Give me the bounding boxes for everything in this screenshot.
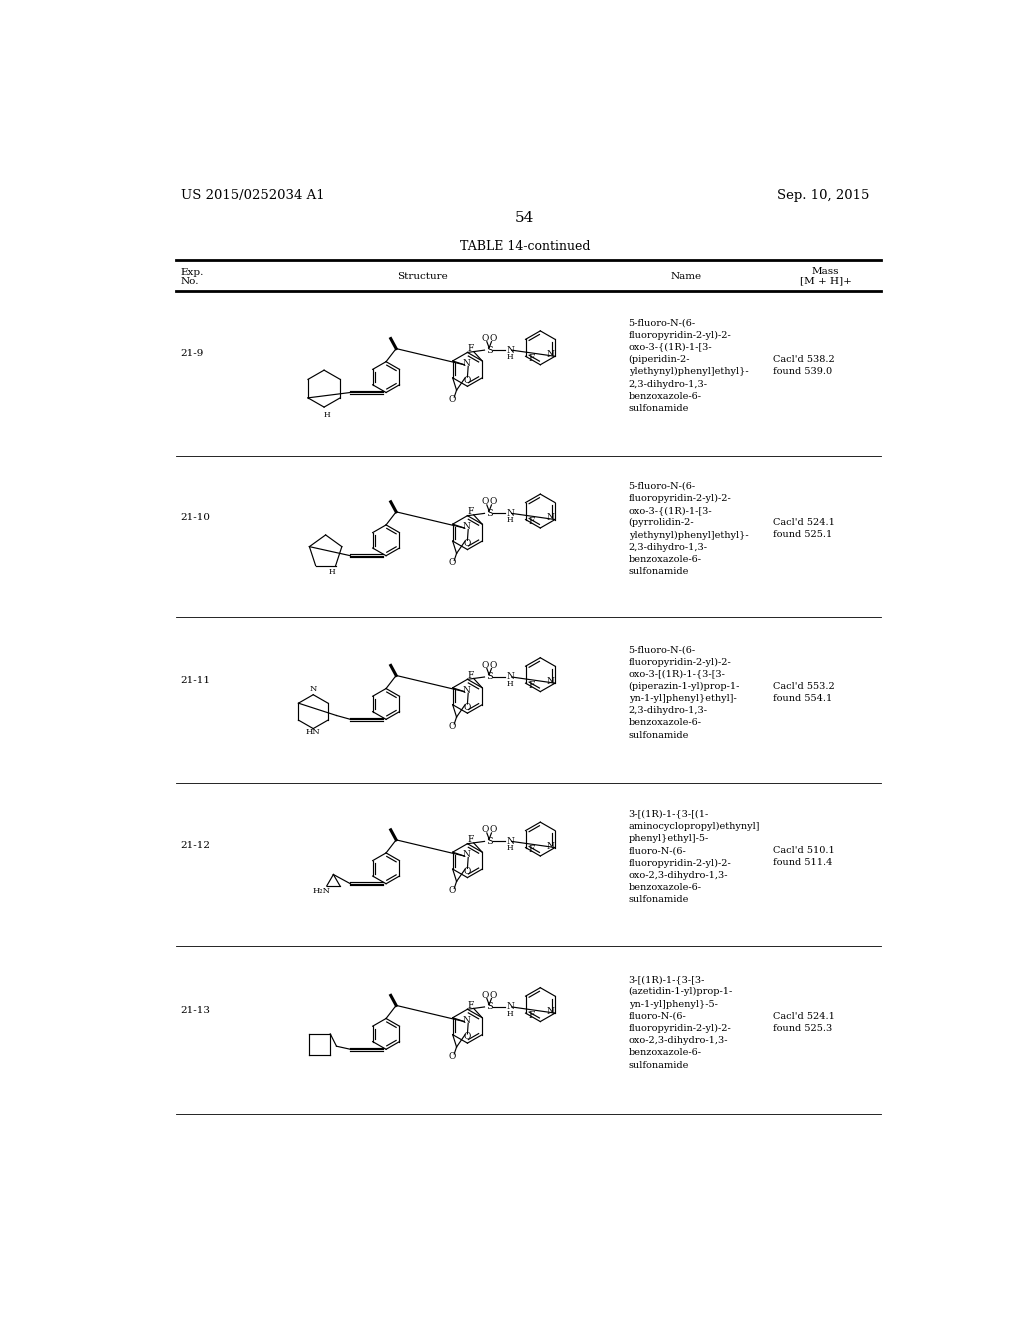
Text: 21-11: 21-11 [180, 676, 211, 685]
Text: N: N [506, 346, 514, 355]
Text: O: O [489, 825, 497, 834]
Text: N: N [506, 672, 514, 681]
Text: 54: 54 [515, 211, 535, 224]
Text: O: O [489, 991, 497, 999]
Text: O: O [464, 867, 471, 876]
Text: O: O [464, 376, 471, 384]
Text: [M + H]+: [M + H]+ [800, 276, 851, 285]
Text: 5-fluoro-N-(6-
fluoropyridin-2-yl)-2-
oxo-3-{(1R)-1-[3-
(pyrrolidin-2-
ylethynyl: 5-fluoro-N-(6- fluoropyridin-2-yl)-2- ox… [629, 482, 749, 576]
Text: F: F [467, 345, 474, 352]
Text: N: N [463, 1015, 471, 1024]
Text: N: N [506, 837, 514, 846]
Text: O: O [464, 702, 471, 711]
Text: H: H [506, 1010, 513, 1018]
Text: O: O [449, 558, 457, 568]
Text: F: F [528, 354, 535, 363]
Text: N: N [547, 513, 554, 523]
Text: O: O [464, 1032, 471, 1041]
Text: S: S [485, 510, 493, 517]
Text: N: N [547, 1007, 554, 1016]
Text: 5-fluoro-N-(6-
fluoropyridin-2-yl)-2-
oxo-3-[(1R)-1-{3-[3-
(piperazin-1-yl)prop-: 5-fluoro-N-(6- fluoropyridin-2-yl)-2- ox… [629, 645, 740, 739]
Text: Name: Name [671, 272, 701, 281]
Text: F: F [467, 1001, 474, 1010]
Text: N: N [547, 350, 554, 359]
Text: 21-10: 21-10 [180, 512, 211, 521]
Text: O: O [481, 661, 489, 671]
Text: H: H [506, 845, 513, 853]
Text: H: H [329, 568, 335, 576]
Text: N: N [309, 685, 316, 693]
Text: Cacl'd 524.1
found 525.1: Cacl'd 524.1 found 525.1 [773, 519, 835, 540]
Text: O: O [481, 825, 489, 834]
Text: N: N [463, 850, 471, 859]
Text: O: O [449, 886, 457, 895]
Text: Sep. 10, 2015: Sep. 10, 2015 [776, 189, 869, 202]
Text: S: S [485, 837, 493, 846]
Text: N: N [463, 359, 471, 368]
Text: N: N [506, 510, 514, 517]
Text: H: H [506, 516, 513, 524]
Text: Cacl'd 510.1
found 511.4: Cacl'd 510.1 found 511.4 [773, 846, 835, 867]
Text: S: S [485, 346, 493, 355]
Text: H: H [506, 680, 513, 688]
Text: F: F [528, 1011, 535, 1020]
Text: N: N [463, 685, 471, 694]
Text: Cacl'd 553.2
found 554.1: Cacl'd 553.2 found 554.1 [773, 682, 835, 704]
Text: O: O [464, 539, 471, 548]
Text: O: O [489, 334, 497, 343]
Text: N: N [547, 842, 554, 850]
Text: F: F [467, 836, 474, 845]
Text: N: N [506, 1002, 514, 1011]
Text: 21-9: 21-9 [180, 350, 204, 359]
Text: F: F [528, 681, 535, 690]
Text: N: N [463, 521, 471, 531]
Text: No.: No. [180, 277, 200, 286]
Text: 5-fluoro-N-(6-
fluoropyridin-2-yl)-2-
oxo-3-{(1R)-1-[3-
(piperidin-2-
ylethynyl): 5-fluoro-N-(6- fluoropyridin-2-yl)-2- ox… [629, 318, 749, 413]
Text: F: F [528, 517, 535, 527]
Text: Mass: Mass [812, 267, 840, 276]
Text: O: O [489, 661, 497, 671]
Text: HN: HN [305, 729, 321, 737]
Text: N: N [547, 677, 554, 686]
Text: O: O [481, 991, 489, 999]
Text: Exp.: Exp. [180, 268, 204, 277]
Text: 21-12: 21-12 [180, 841, 211, 850]
Text: F: F [467, 507, 474, 516]
Text: O: O [449, 722, 457, 731]
Text: O: O [449, 1052, 457, 1061]
Text: S: S [485, 1002, 493, 1011]
Text: H: H [324, 411, 330, 418]
Text: S: S [485, 672, 493, 681]
Text: US 2015/0252034 A1: US 2015/0252034 A1 [180, 189, 325, 202]
Text: 3-[(1R)-1-{3-[3-
(azetidin-1-yl)prop-1-
yn-1-yl]phenyl}-5-
fluoro-N-(6-
fluoropy: 3-[(1R)-1-{3-[3- (azetidin-1-yl)prop-1- … [629, 975, 733, 1069]
Text: 21-13: 21-13 [180, 1006, 211, 1015]
Text: Structure: Structure [397, 272, 447, 281]
Text: O: O [489, 498, 497, 507]
Text: F: F [528, 845, 535, 854]
Text: H: H [506, 352, 513, 362]
Text: F: F [467, 671, 474, 680]
Text: 3-[(1R)-1-{3-[(1-
aminocyclopropyl)ethynyl]
phenyl}ethyl]-5-
fluoro-N-(6-
fluoro: 3-[(1R)-1-{3-[(1- aminocyclopropyl)ethyn… [629, 809, 760, 904]
Text: O: O [449, 395, 457, 404]
Text: TABLE 14-continued: TABLE 14-continued [460, 240, 590, 253]
Text: H₂N: H₂N [312, 887, 331, 895]
Text: Cacl'd 538.2
found 539.0: Cacl'd 538.2 found 539.0 [773, 355, 835, 376]
Text: O: O [481, 334, 489, 343]
Text: Cacl'd 524.1
found 525.3: Cacl'd 524.1 found 525.3 [773, 1011, 835, 1034]
Text: O: O [481, 498, 489, 507]
